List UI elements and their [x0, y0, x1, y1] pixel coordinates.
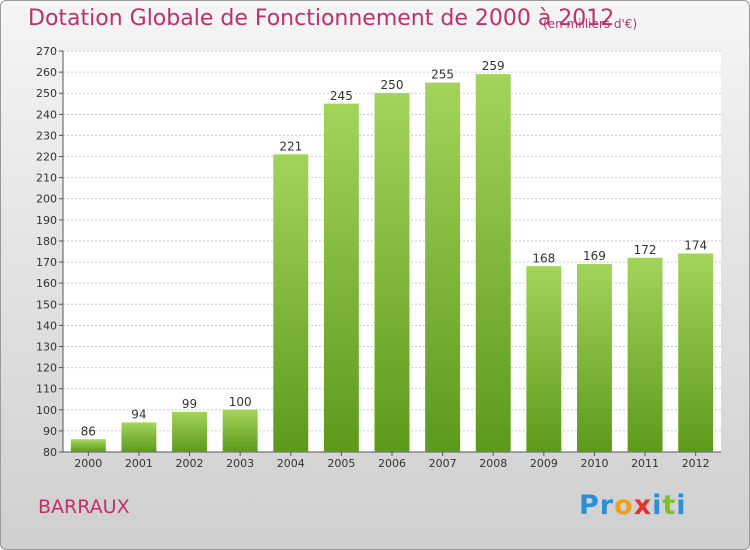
bar-top-highlight — [678, 253, 714, 256]
data-label: 255 — [431, 68, 454, 82]
data-label: 99 — [182, 397, 197, 411]
bar — [374, 93, 410, 453]
x-tick-label: 2012 — [682, 457, 710, 470]
data-label: 168 — [532, 251, 555, 265]
y-tick-label: 190 — [36, 214, 57, 227]
data-label: 100 — [229, 395, 252, 409]
y-tick-label: 230 — [36, 129, 57, 142]
y-tick-label: 200 — [36, 193, 57, 206]
bar — [425, 82, 461, 452]
logo-letter: t — [662, 490, 677, 521]
logo-letter: P — [579, 490, 600, 521]
data-label: 221 — [279, 139, 302, 153]
bar — [526, 266, 562, 452]
data-label: 169 — [583, 249, 606, 263]
x-tick-label: 2009 — [530, 457, 558, 470]
bar — [323, 103, 359, 453]
bar — [576, 264, 612, 452]
x-tick-label: 2008 — [479, 457, 507, 470]
proxiti-logo: Proxiti — [579, 490, 687, 521]
x-tick-label: 2001 — [125, 457, 153, 470]
bar-top-highlight — [70, 439, 106, 442]
bar-top-highlight — [475, 74, 511, 77]
bar-top-highlight — [576, 264, 612, 267]
x-tick-label: 2004 — [277, 457, 305, 470]
x-tick-label: 2000 — [74, 457, 102, 470]
y-tick-label: 100 — [36, 404, 57, 417]
y-tick-label: 120 — [36, 362, 57, 375]
logo-letter: r — [599, 490, 615, 521]
y-tick-label: 150 — [36, 298, 57, 311]
data-label: 259 — [482, 59, 505, 73]
data-label: 250 — [381, 78, 404, 92]
bar — [678, 253, 714, 452]
logo-letter: o — [614, 490, 634, 521]
bar-top-highlight — [172, 411, 208, 414]
bar-top-highlight — [323, 103, 359, 106]
commune-name: BARRAUX — [38, 496, 130, 518]
logo-letter: i — [652, 490, 663, 521]
chart-title: Dotation Globale de Fonctionnement de 20… — [28, 6, 615, 31]
bar — [70, 439, 106, 452]
bar-top-highlight — [222, 409, 258, 412]
bar — [121, 422, 157, 452]
y-tick-label: 240 — [36, 108, 57, 121]
x-tick-label: 2011 — [631, 457, 659, 470]
bar — [273, 154, 309, 453]
bar — [475, 74, 511, 452]
chart-subtitle: (en milliers d'€) — [543, 17, 638, 31]
bar — [222, 409, 258, 452]
data-label: 174 — [684, 239, 707, 253]
bar-top-highlight — [627, 257, 663, 260]
logo-letter: x — [633, 490, 653, 521]
data-label: 172 — [634, 243, 657, 257]
logo-letter: i — [676, 490, 687, 521]
y-tick-label: 250 — [36, 87, 57, 100]
x-tick-label: 2007 — [429, 457, 457, 470]
y-tick-label: 110 — [36, 383, 57, 396]
y-tick-label: 80 — [43, 446, 57, 459]
bar — [627, 257, 663, 452]
data-label: 245 — [330, 89, 353, 103]
y-tick-label: 140 — [36, 319, 57, 332]
y-tick-label: 170 — [36, 256, 57, 269]
bar-top-highlight — [121, 422, 157, 425]
y-tick-label: 90 — [43, 425, 57, 438]
x-tick-label: 2003 — [226, 457, 254, 470]
y-tick-label: 210 — [36, 172, 57, 185]
bar-top-highlight — [425, 82, 461, 85]
bar — [172, 411, 208, 452]
bar-top-highlight — [526, 266, 562, 269]
y-tick-label: 270 — [36, 45, 57, 58]
y-tick-label: 130 — [36, 340, 57, 353]
y-tick-label: 220 — [36, 151, 57, 164]
data-label: 94 — [131, 407, 146, 421]
x-tick-label: 2002 — [176, 457, 204, 470]
data-label: 86 — [81, 424, 96, 438]
y-tick-label: 260 — [36, 66, 57, 79]
x-tick-label: 2005 — [327, 457, 355, 470]
x-tick-label: 2006 — [378, 457, 406, 470]
bar-top-highlight — [273, 154, 309, 157]
y-tick-label: 180 — [36, 235, 57, 248]
bar-top-highlight — [374, 93, 410, 96]
y-tick-label: 160 — [36, 277, 57, 290]
x-tick-label: 2010 — [580, 457, 608, 470]
